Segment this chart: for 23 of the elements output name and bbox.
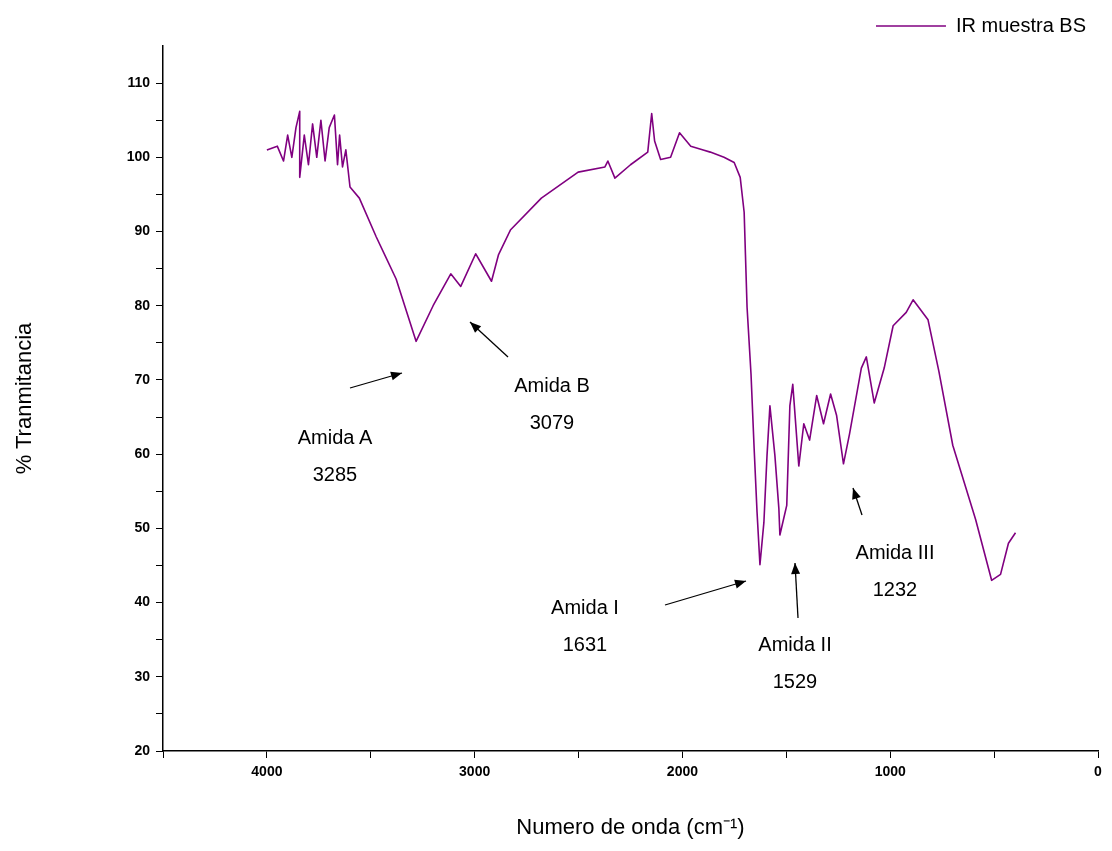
y-tick-label: 70	[134, 370, 151, 387]
annotation: Amida I 1631	[551, 595, 619, 655]
annotation: Amida III 1232	[855, 540, 935, 600]
y-tick-label: 90	[134, 222, 151, 239]
annotation: Amida A 3285	[297, 425, 373, 485]
x-tick-label: 1000	[874, 763, 906, 780]
x-axis-title: Numero de onda (cm⁻¹)	[516, 813, 745, 839]
y-tick-label: 20	[134, 741, 151, 758]
y-tick-label: 50	[134, 519, 151, 536]
y-tick-label: 80	[134, 296, 151, 313]
y-tick-label: 110	[127, 73, 151, 90]
y-axis-title: % Tranmitancia	[11, 321, 37, 475]
x-tick-label: 3000	[459, 763, 491, 780]
legend-label: IR muestra BS	[955, 13, 1087, 36]
annotation: Amida B 3079	[514, 373, 590, 433]
y-tick-label: 40	[134, 593, 151, 610]
x-tick-label: 4000	[251, 763, 283, 780]
y-tick-label: 100	[126, 148, 151, 165]
y-tick-label: 60	[134, 445, 151, 462]
x-tick-label: 0	[1094, 763, 1103, 780]
annotation: Amida II 1529	[758, 632, 832, 692]
x-tick-label: 2000	[666, 763, 699, 780]
y-tick-label: 30	[134, 667, 151, 684]
